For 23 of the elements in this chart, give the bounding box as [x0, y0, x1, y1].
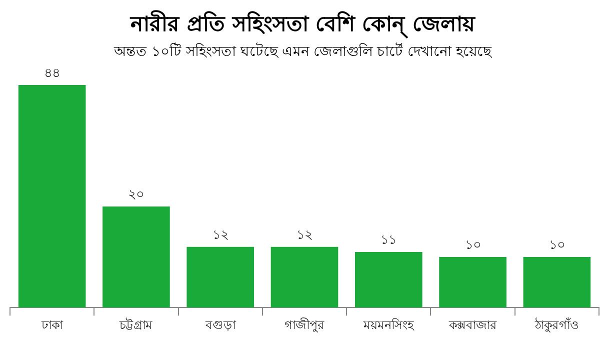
bar	[18, 85, 86, 308]
x-tick-label: ঠাকুরগাঁও	[534, 316, 579, 333]
x-tick-label: বগুড়া	[204, 318, 236, 332]
x-tick-label: গাজীপুর	[284, 318, 324, 333]
bar	[186, 246, 254, 308]
chart-title: নারীর প্রতি সহিংসতা বেশি কোন্ জেলায়	[128, 9, 476, 36]
bar	[439, 257, 506, 308]
data-label: ৪৪	[44, 66, 60, 81]
data-label: ২০	[128, 187, 144, 202]
bar	[102, 206, 170, 308]
x-tick-label: ঢাকা	[40, 318, 64, 332]
data-label: ১২	[296, 228, 312, 243]
bar	[270, 246, 338, 308]
bar	[354, 252, 422, 308]
x-tick-label: ময়মনসিংহ	[362, 318, 415, 332]
x-tick-label: চট্টগ্রাম	[118, 318, 153, 332]
bar	[523, 257, 591, 308]
data-label: ১১	[380, 232, 397, 248]
data-label: ১০	[548, 238, 565, 253]
x-tick-label: কক্সবাজার	[448, 318, 497, 332]
data-label: ১০	[464, 238, 481, 253]
chart-subtitle: অন্তত ১০টি সহিংসতা ঘটেছে এমন জেলাগুলি চার্টে দেখানো হয়েছে	[112, 42, 493, 60]
data-label: ১২	[212, 228, 228, 243]
